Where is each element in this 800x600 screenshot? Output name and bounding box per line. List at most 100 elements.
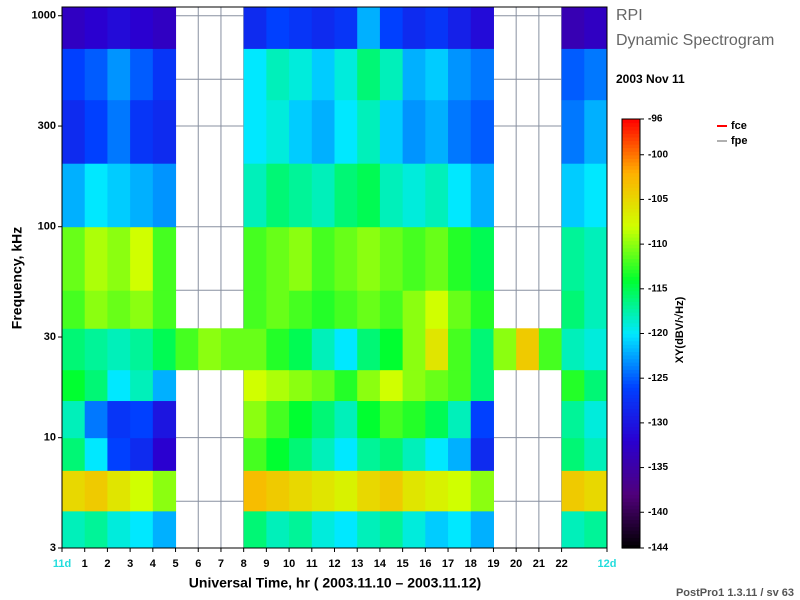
spectrogram-cell: [152, 290, 177, 329]
colorbar-slice: [622, 472, 640, 478]
spectrogram-cell: [357, 470, 381, 512]
colorbar-slice: [622, 154, 640, 159]
spectrogram-cell: [584, 437, 608, 471]
colorbar-slice: [622, 405, 640, 410]
spectrogram-cell: [62, 226, 86, 291]
spectrogram-cell: [379, 400, 404, 439]
spectrogram-cell: [130, 48, 154, 101]
spectrogram-cell: [62, 290, 86, 329]
colorbar-slice: [622, 508, 640, 513]
x-tick-label: 13: [351, 558, 363, 570]
spectrogram-cell: [107, 400, 131, 439]
spectrogram-cell: [379, 437, 404, 471]
spectrogram-cell: [107, 470, 131, 512]
x-tick-label: 6: [195, 558, 201, 570]
colorbar-slice: [622, 369, 640, 374]
spectrogram-cell: [243, 290, 267, 329]
colorbar-slice: [622, 297, 640, 302]
colorbar-slice: [622, 390, 640, 395]
colorbar-slice: [622, 179, 640, 184]
spectrogram-cell: [266, 369, 290, 402]
colorbar-slice: [622, 372, 640, 377]
colorbar-slice: [622, 515, 640, 520]
colorbar-slice: [622, 362, 640, 367]
x-tick-label: 2: [104, 558, 110, 570]
colorbar-slice: [622, 287, 640, 292]
spectrogram-cell: [561, 328, 585, 371]
spectrogram-cell: [584, 470, 608, 512]
spectrogram-cell: [311, 7, 335, 49]
spectrogram-cell: [561, 510, 585, 549]
spectrogram-cell: [311, 290, 335, 329]
spectrogram-cell: [152, 163, 177, 228]
colorbar-slice: [622, 415, 640, 420]
x-tick-label: 3: [127, 558, 133, 570]
spectrogram-cell: [357, 99, 381, 164]
spectrogram-cell: [379, 470, 404, 512]
spectrogram-cell: [561, 226, 585, 291]
spectrogram-cell: [425, 369, 449, 402]
colorbar-slice: [622, 340, 640, 345]
spectrogram-cell: [130, 437, 154, 471]
spectrogram-cell: [584, 400, 608, 439]
colorbar-slice: [622, 265, 640, 270]
colorbar-slice: [622, 462, 640, 467]
colorbar-slice: [622, 251, 640, 256]
x-tick-label: 12d: [598, 558, 617, 570]
colorbar-slice: [622, 161, 640, 167]
colorbar-slice: [622, 236, 640, 242]
spectrogram-cell: [334, 328, 358, 371]
colorbar-slice: [622, 533, 640, 538]
colorbar-slice: [622, 540, 640, 546]
spectrogram-cell: [561, 290, 585, 329]
spectrogram-cell: [62, 7, 86, 49]
spectrogram-cell: [266, 226, 290, 291]
spectrogram-cell: [357, 510, 381, 549]
spectrogram-cell: [561, 400, 585, 439]
colorbar-slice: [622, 483, 640, 488]
spectrogram-cell: [357, 400, 381, 439]
colorbar-slice: [622, 151, 640, 156]
spectrogram-cell: [84, 437, 108, 471]
spectrogram-cell: [311, 400, 335, 439]
colorbar-slice: [622, 240, 640, 245]
chart-subtitle: Dynamic Spectrogram: [616, 32, 774, 49]
chart-title: RPI: [616, 7, 643, 24]
spectrogram-cell: [470, 400, 494, 439]
colorbar-slice: [622, 258, 640, 263]
colorbar-slice: [622, 480, 640, 485]
colorbar-tick-label: -140: [648, 507, 668, 518]
colorbar-slice: [622, 537, 640, 542]
spectrogram-cell: [289, 48, 313, 101]
spectrogram-cell: [107, 163, 131, 228]
colorbar-slice: [622, 144, 640, 149]
colorbar-slice: [622, 294, 640, 299]
spectrogram-cell: [379, 369, 404, 402]
colorbar-slice: [622, 397, 640, 403]
colorbar-slice: [622, 254, 640, 260]
colorbar-slice: [622, 344, 640, 349]
spectrogram-cell: [152, 510, 177, 549]
spectrogram-cell: [84, 369, 108, 402]
spectrogram-cell: [425, 437, 449, 471]
spectrogram-cell: [402, 328, 426, 371]
colorbar-slice: [622, 497, 640, 503]
footer: PostPro1 1.3.11 / sv 63: [676, 587, 794, 599]
colorbar-slice: [622, 490, 640, 495]
spectrogram-cell: [84, 470, 108, 512]
spectrogram-cell: [334, 99, 358, 164]
spectrogram-cell: [470, 437, 494, 471]
spectrogram-cell: [130, 400, 154, 439]
x-tick-label: 22: [555, 558, 567, 570]
colorbar-slice: [622, 304, 640, 310]
colorbar-slice: [622, 401, 640, 406]
spectrogram-cell: [152, 48, 177, 101]
y-tick-label: 1000: [32, 10, 56, 22]
x-axis-label: Universal Time, hr ( 2003.11.10 – 2003.1…: [189, 575, 481, 591]
spectrogram-cell: [84, 7, 108, 49]
spectrogram-cell: [266, 7, 290, 49]
spectrogram-cell: [243, 99, 267, 164]
spectrogram-cell: [561, 470, 585, 512]
colorbar-slice: [622, 494, 640, 499]
spectrogram-cell: [448, 290, 472, 329]
